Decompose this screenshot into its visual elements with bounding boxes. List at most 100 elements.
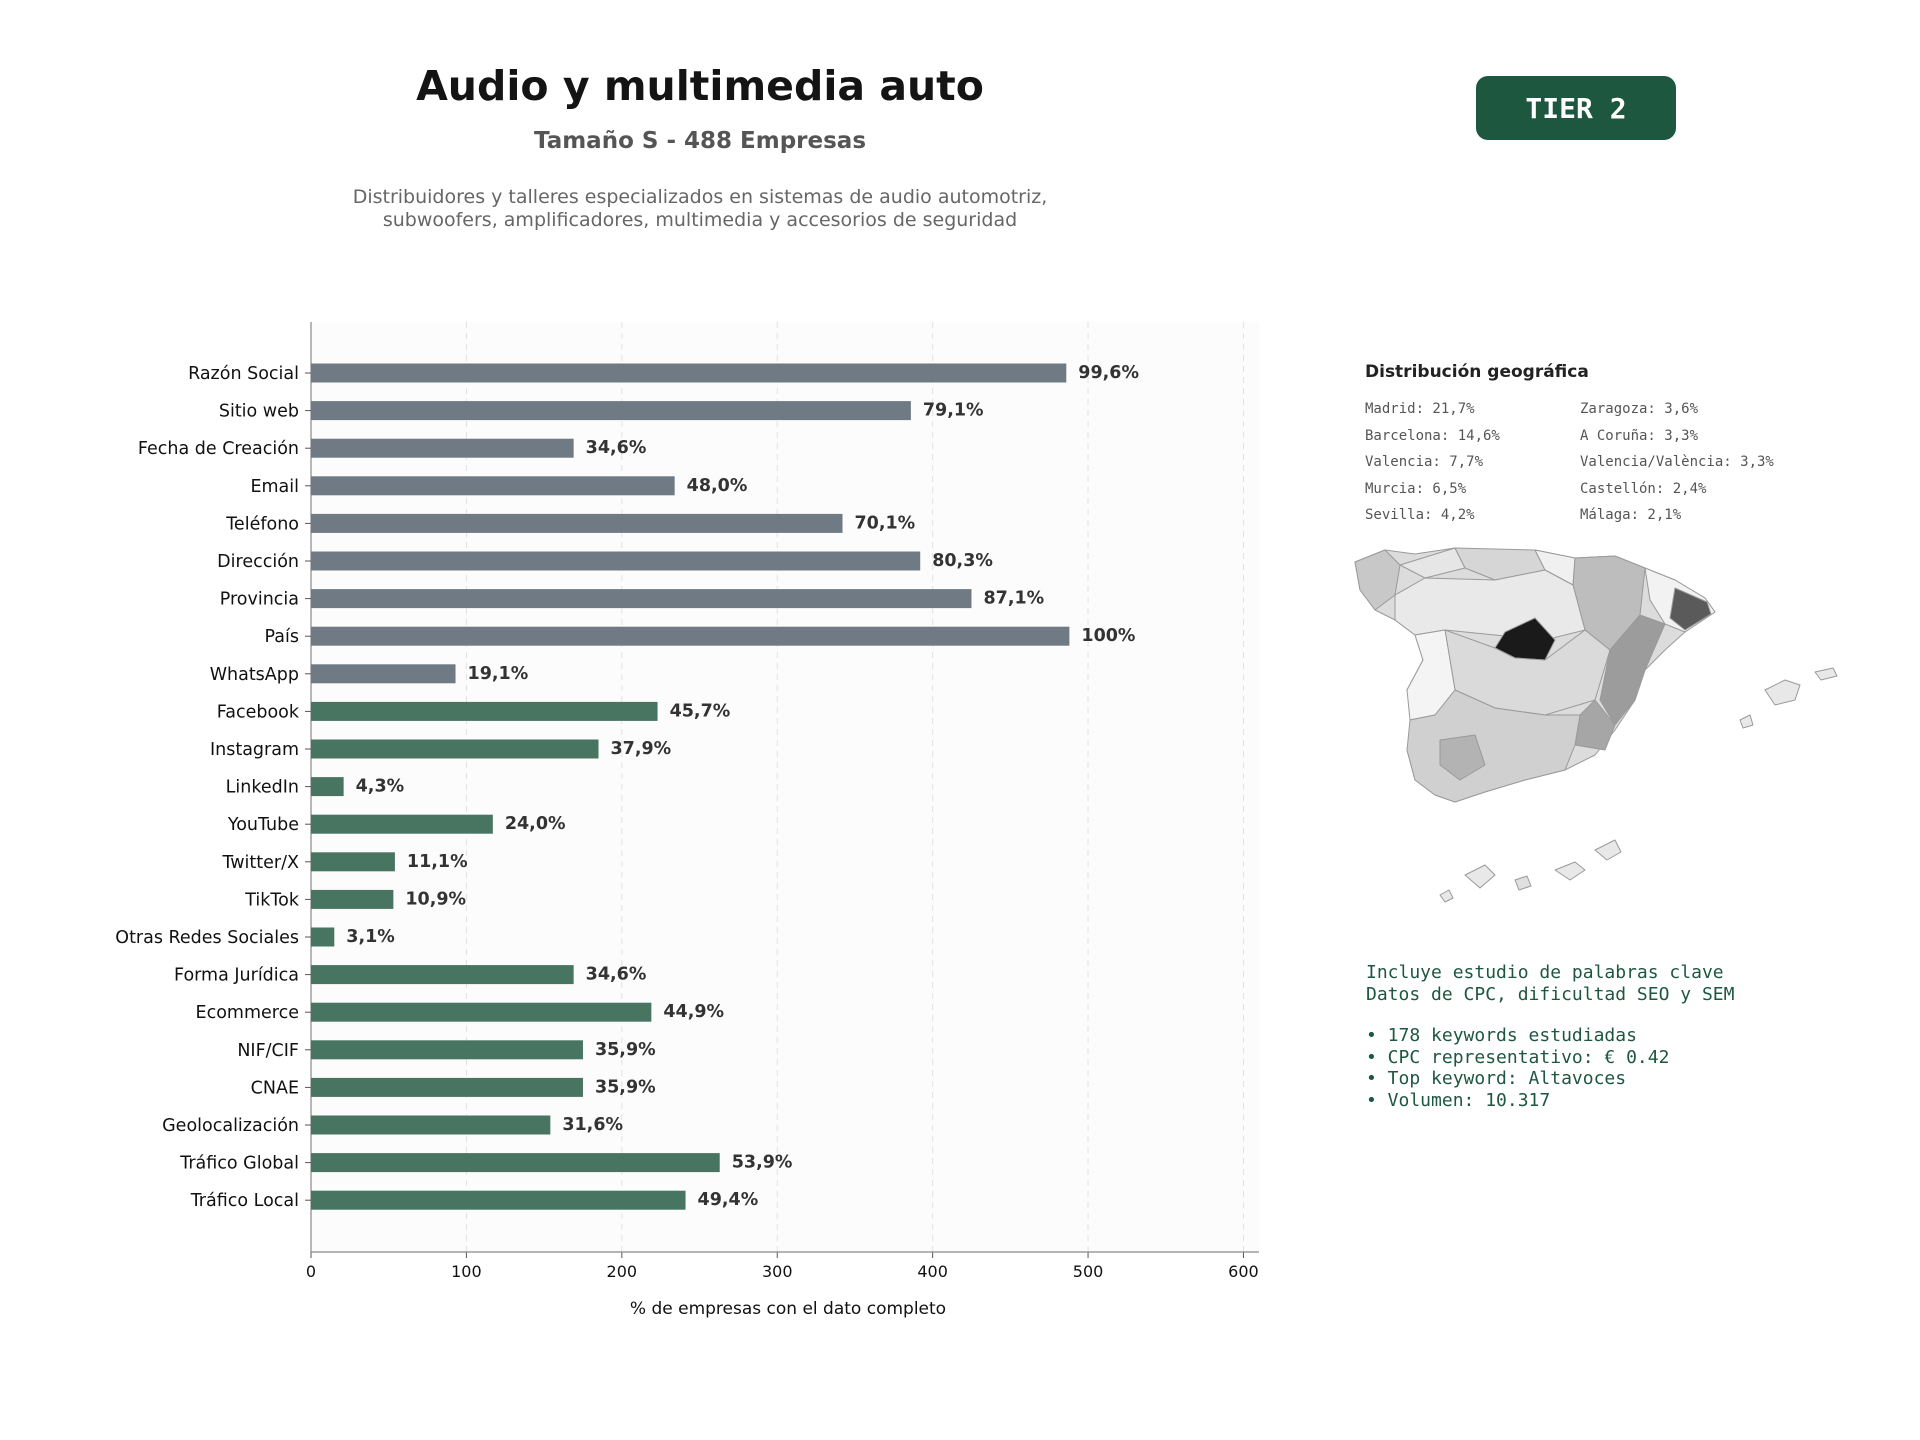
geo-item: Murcia: 6,5% (1365, 480, 1467, 497)
x-tick-label: 200 (607, 1262, 638, 1281)
island-menorca (1814, 667, 1838, 681)
data-label: 35,9% (595, 1040, 656, 1060)
data-label: 49,4% (698, 1190, 759, 1210)
bar (311, 852, 395, 872)
geo-item: Barcelona: 14,6% (1365, 427, 1500, 444)
bar (311, 1190, 686, 1210)
bar (311, 626, 1070, 646)
bar (311, 1115, 551, 1135)
category-label: CNAE (251, 1078, 299, 1098)
x-tick-label: 500 (1073, 1262, 1104, 1281)
page-subtitle: Tamaño S - 488 Empresas (533, 128, 867, 154)
bar (311, 438, 574, 458)
x-axis-label: % de empresas con el dato completo (630, 1299, 946, 1319)
data-label: 87,1% (983, 589, 1044, 609)
keyword-bullet: • Top keyword: Altavoces (1366, 1068, 1627, 1089)
geo-item: Valencia: 7,7% (1365, 454, 1484, 470)
category-label: YouTube (227, 815, 299, 835)
island-ibiza (1739, 714, 1754, 729)
bar (311, 363, 1067, 383)
data-label: 79,1% (923, 401, 984, 421)
data-label: 31,6% (562, 1115, 623, 1135)
geo-distribution-list: Madrid: 21,7% Zaragoza: 3,6% Barcelona: … (1365, 400, 1825, 525)
category-label: Instagram (210, 740, 299, 760)
data-label: 19,1% (468, 664, 529, 684)
bar (311, 551, 921, 571)
x-tick-label: 300 (762, 1262, 793, 1281)
islands-canarias-5 (1439, 889, 1454, 903)
islands-baleares (1764, 679, 1801, 706)
bar (311, 1153, 720, 1173)
data-label: 3,1% (346, 927, 395, 947)
bar (311, 965, 574, 985)
keyword-bullet: • CPC representativo: € 0.42 (1366, 1046, 1670, 1068)
geo-item: Zaragoza: 3,6% (1580, 401, 1699, 417)
category-label: Twitter/X (221, 853, 299, 873)
page-title: Audio y multimedia auto (416, 62, 984, 110)
bar (311, 777, 344, 797)
region-castilla-leon (1394, 569, 1586, 641)
data-label: 44,9% (663, 1002, 724, 1022)
category-label: Otras Redes Sociales (115, 928, 299, 948)
bar (311, 739, 599, 759)
x-tick-label: 100 (451, 1262, 482, 1281)
category-label: Ecommerce (196, 1003, 299, 1023)
geo-item: Sevilla: 4,2% (1365, 507, 1475, 523)
category-label: Geolocalización (162, 1116, 299, 1136)
spain-choropleth-map (1354, 547, 1838, 903)
data-label: 35,9% (595, 1077, 656, 1097)
category-label: WhatsApp (210, 665, 299, 685)
keyword-study-panel: Incluye estudio de palabras clave Datos … (1366, 962, 1886, 1111)
bar (311, 513, 843, 533)
data-label: 80,3% (932, 551, 993, 571)
data-label: 100% (1081, 626, 1135, 646)
plot-area (311, 322, 1259, 1252)
region-andalucia (1406, 689, 1581, 803)
tier-badge: TIER 2 (1476, 76, 1676, 140)
bar (311, 589, 972, 609)
bar (311, 1002, 652, 1022)
category-label: TikTok (244, 890, 300, 910)
bar (311, 1040, 583, 1060)
bar (311, 927, 335, 947)
category-label: Provincia (220, 590, 299, 610)
data-label: 53,9% (732, 1153, 793, 1173)
data-label: 11,1% (407, 852, 468, 872)
category-label: Razón Social (188, 364, 299, 384)
data-label: 24,0% (505, 814, 566, 834)
category-label: Teléfono (225, 514, 299, 534)
x-tick-label: 400 (917, 1262, 948, 1281)
x-tick-label: 0 (306, 1262, 316, 1281)
data-label: 99,6% (1078, 363, 1139, 383)
sector-description: Distribuidores y talleres especializados… (352, 186, 1048, 231)
data-label: 4,3% (356, 777, 405, 797)
bar (311, 476, 675, 496)
category-label: NIF/CIF (237, 1041, 299, 1061)
category-label: Sitio web (219, 402, 299, 422)
bar (311, 664, 456, 684)
geo-item: Málaga: 2,1% (1580, 507, 1682, 523)
category-label: Fecha de Creación (138, 439, 299, 459)
region-sevilla (1439, 734, 1486, 781)
category-label: LinkedIn (226, 778, 299, 798)
bar (311, 401, 911, 421)
x-tick-label: 600 (1228, 1262, 1259, 1281)
islands-canarias-2 (1514, 875, 1532, 891)
data-label: 45,7% (670, 701, 731, 721)
category-label: Email (250, 477, 299, 497)
geo-item: Valencia/València: 3,3% (1580, 454, 1774, 470)
category-label: Dirección (217, 552, 299, 572)
region-barcelona (1669, 587, 1712, 631)
geo-distribution-title: Distribución geográfica (1365, 362, 1589, 382)
data-label: 34,6% (586, 438, 647, 458)
keyword-study-line-1: Incluye estudio de palabras clave (1366, 962, 1724, 983)
geo-item: Castellón: 2,4% (1580, 480, 1707, 497)
category-label: País (265, 627, 299, 647)
keyword-bullet: • 178 keywords estudiadas (1366, 1025, 1637, 1046)
data-label: 70,1% (855, 513, 916, 533)
data-label: 10,9% (405, 889, 466, 909)
islands-canarias-4 (1594, 839, 1622, 861)
data-label: 34,6% (586, 965, 647, 985)
data-label: 48,0% (687, 476, 748, 496)
category-label: Tráfico Local (190, 1191, 299, 1211)
